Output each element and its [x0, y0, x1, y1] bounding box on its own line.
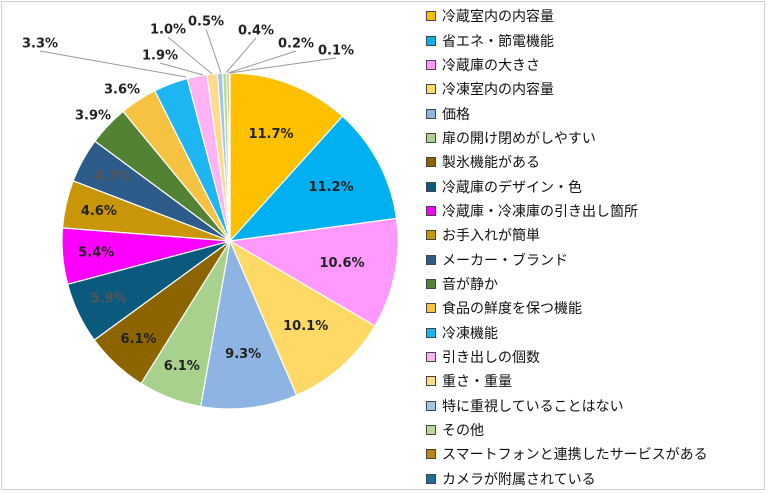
legend-label: スマートフォンと連携したサービスがある — [442, 447, 708, 464]
legend-item: カメラが附属されている — [426, 467, 764, 491]
data-label: 6.1% — [164, 359, 200, 374]
legend-label: 音が静か — [442, 276, 498, 293]
data-label: 3.6% — [104, 83, 140, 98]
legend-label: 冷蔵庫の大きさ — [442, 57, 540, 74]
legend-item: 冷蔵庫・冷凍庫の引き出し箇所 — [426, 199, 764, 223]
legend-label: お手入れが簡単 — [442, 228, 540, 245]
legend-swatch — [426, 84, 436, 95]
legend-swatch — [426, 254, 436, 265]
legend-swatch — [426, 230, 436, 241]
legend-swatch — [426, 11, 436, 22]
legend-swatch — [426, 376, 436, 387]
legend-label: 引き出しの個数 — [442, 349, 540, 366]
leader-line — [167, 36, 213, 75]
data-label: 0.1% — [318, 44, 354, 59]
leader-line — [225, 37, 257, 74]
legend-item: 製氷機能がある — [426, 150, 764, 174]
legend-item: 冷凍機能 — [426, 320, 764, 344]
pie-slice — [199, 238, 298, 410]
data-label: 4.3% — [94, 169, 130, 184]
legend-item: 価格 — [426, 101, 764, 125]
legend-item: 冷蔵庫の大きさ — [426, 53, 764, 77]
data-label: 10.6% — [319, 256, 364, 271]
legend-item: 扉の開け閉めがしやすい — [426, 126, 764, 150]
data-label: 5.4% — [78, 246, 114, 261]
legend-label: 省エネ・節電機能 — [442, 33, 554, 50]
legend-swatch — [426, 327, 436, 338]
legend-item: 特に重視していることはない — [426, 394, 764, 418]
legend-swatch — [426, 205, 436, 216]
leader-line — [228, 57, 337, 74]
data-label: 4.6% — [81, 204, 117, 219]
legend-swatch — [426, 473, 436, 484]
data-label: 1.9% — [142, 49, 178, 64]
legend-item: その他 — [426, 418, 764, 442]
legend-label: 重さ・重量 — [442, 374, 512, 391]
legend-swatch — [426, 400, 436, 411]
legend-item: 冷蔵室内の内容量 — [426, 4, 764, 28]
leader-line — [39, 50, 187, 78]
data-label: 0.2% — [278, 37, 314, 52]
data-label: 1.0% — [150, 23, 186, 38]
legend-item: 引き出しの個数 — [426, 345, 764, 369]
data-label: 5.9% — [91, 291, 127, 306]
legend-label: 特に重視していることはない — [442, 398, 624, 415]
legend-item: 省エネ・節電機能 — [426, 28, 764, 52]
legend-swatch — [426, 35, 436, 46]
legend: 冷蔵室内の内容量 省エネ・節電機能 冷蔵庫の大きさ 冷凍室内の内容量 価格扉の開け閉めが… — [426, 4, 764, 491]
pie-slice — [228, 217, 399, 327]
data-label: 11.7% — [248, 127, 293, 142]
data-label: 3.3% — [22, 37, 58, 52]
legend-item: 音が静か — [426, 272, 764, 296]
legend-swatch — [426, 449, 436, 460]
data-label: 6.1% — [120, 332, 156, 347]
legend-item: 食品の鮮度を保つ機能 — [426, 296, 764, 320]
legend-label: 冷凍室内の内容量 — [442, 82, 554, 99]
data-label: 9.3% — [225, 347, 261, 362]
legend-swatch — [426, 132, 436, 143]
pie-slice — [228, 115, 398, 242]
legend-label: 扉の開け閉めがしやすい — [442, 130, 596, 147]
legend-swatch — [426, 425, 436, 436]
legend-label: 冷蔵庫のデザイン・色 — [442, 179, 582, 196]
legend-item: 冷凍室内の内容量 — [426, 77, 764, 101]
pie-slice — [228, 239, 376, 397]
data-label: 3.9% — [75, 109, 111, 124]
data-label: 0.4% — [238, 24, 274, 39]
legend-label: カメラが附属されている — [442, 471, 596, 488]
legend-label: 冷蔵庫・冷凍庫の引き出し箇所 — [442, 203, 638, 220]
legend-swatch — [426, 278, 436, 289]
legend-item: メーカー・ブランド — [426, 247, 764, 271]
legend-swatch — [426, 108, 436, 119]
legend-swatch — [426, 181, 436, 192]
data-label: 11.2% — [308, 180, 353, 195]
legend-label: 冷凍機能 — [442, 325, 498, 342]
legend-label: その他 — [442, 423, 484, 440]
legend-label: 製氷機能がある — [442, 155, 540, 172]
leader-line — [227, 50, 297, 74]
legend-item: 冷蔵庫のデザイン・色 — [426, 174, 764, 198]
legend-swatch — [426, 351, 436, 362]
data-label: 10.1% — [283, 319, 328, 334]
leader-line — [159, 62, 204, 76]
legend-swatch — [426, 157, 436, 168]
legend-label: 価格 — [442, 106, 470, 123]
leader-line — [205, 28, 222, 74]
legend-item: スマートフォンと連携したサービスがある — [426, 442, 764, 466]
pie-slice — [229, 72, 344, 243]
legend-label: 食品の鮮度を保つ機能 — [442, 301, 582, 318]
legend-swatch — [426, 303, 436, 314]
legend-label: 冷蔵室内の内容量 — [442, 9, 554, 26]
legend-item: 重さ・重量 — [426, 369, 764, 393]
legend-label: メーカー・ブランド — [442, 252, 568, 269]
legend-swatch — [426, 59, 436, 70]
data-label: 0.5% — [188, 15, 224, 30]
legend-item: お手入れが簡単 — [426, 223, 764, 247]
